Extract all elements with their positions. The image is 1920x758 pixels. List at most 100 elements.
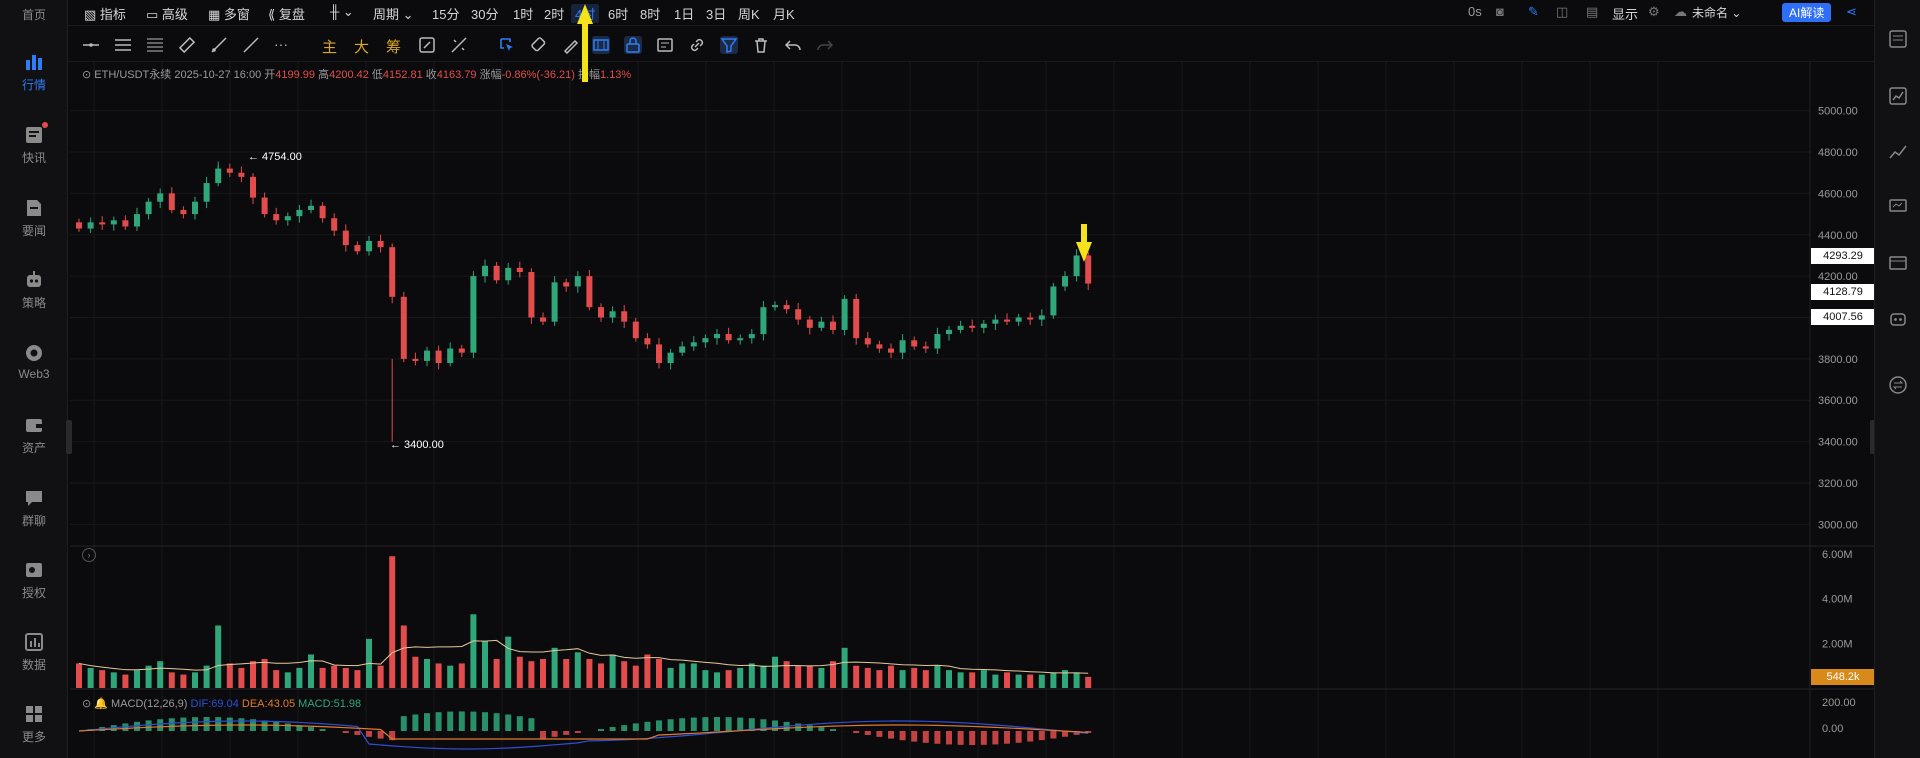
macd-histogram-bar (806, 725, 813, 731)
layout-icon[interactable]: ▤ (1586, 4, 1599, 19)
edit-icon[interactable]: ✎ (1528, 4, 1539, 19)
volume-axis-label: 4.00M (1822, 594, 1853, 606)
zoom-range-icon[interactable] (592, 36, 610, 54)
eraser-icon[interactable] (530, 36, 548, 54)
macd-histogram-bar (412, 714, 419, 731)
ruler-icon[interactable] (178, 36, 196, 54)
compare-icon[interactable] (418, 36, 436, 54)
interval-15m[interactable]: 15分 (432, 7, 460, 22)
macd-collapse-icon[interactable]: ⊙ (82, 698, 92, 710)
interval-1d[interactable]: 1日 (674, 7, 695, 22)
select-tool-icon[interactable] (498, 36, 516, 54)
chart-type-dropdown[interactable]: ╫ ⌄ (330, 4, 354, 19)
window-icon[interactable]: ◫ (1556, 4, 1569, 19)
candle-body (157, 193, 164, 202)
interval-8h[interactable]: 8时 (640, 7, 661, 22)
horizontal-line-icon[interactable] (82, 36, 100, 54)
layout-name-dropdown[interactable]: 未命名 ⌄ (1692, 6, 1742, 20)
candle-body (1004, 319, 1010, 322)
camera-icon[interactable]: ◙ (1496, 4, 1504, 19)
hide-drawings-icon[interactable] (656, 36, 674, 54)
sidebar-item-flash[interactable]: 快讯 (0, 122, 68, 166)
indicator-button[interactable]: ▧ 指标 (84, 7, 126, 22)
parallel-lines-icon[interactable] (114, 36, 132, 54)
interval-month[interactable]: 月K (773, 7, 795, 22)
interval-3d[interactable]: 3日 (706, 7, 727, 22)
interval-6h[interactable]: 6时 (608, 7, 629, 22)
lock-icon[interactable] (624, 36, 642, 54)
big-order-button[interactable]: 大 (354, 39, 370, 56)
sidebar-item-more[interactable]: 更多 (0, 704, 68, 745)
sidebar-item-data[interactable]: 数据 (0, 632, 68, 673)
list-icon[interactable] (1887, 28, 1909, 50)
card-icon[interactable] (1887, 252, 1909, 274)
volume-bar (273, 670, 280, 688)
sidebar-item-chat[interactable]: 群聊 (0, 488, 68, 529)
right-resize-handle[interactable] (1870, 420, 1876, 454)
sidebar-item-market[interactable]: 行情 (0, 52, 68, 93)
macd-histogram-bar (632, 723, 639, 731)
interval-2h[interactable]: 2时 (544, 7, 565, 22)
main-indicator-button[interactable]: 主 (322, 39, 338, 56)
highlight-arrow-down (1076, 224, 1092, 262)
macd-histogram-bar (737, 717, 744, 731)
interval-1h[interactable]: 1时 (513, 7, 534, 22)
collapse-icon[interactable]: ⊙ (82, 69, 92, 81)
sidebar-item-news[interactable]: 要闻 (0, 198, 68, 239)
redo-icon[interactable] (816, 36, 834, 54)
chip-distribution-button[interactable]: 筹 (386, 39, 402, 56)
cloud-icon[interactable]: ☁ (1674, 4, 1687, 19)
more-tools-icon[interactable]: ··· (274, 36, 288, 52)
undo-icon[interactable] (784, 36, 802, 54)
magnet-icon[interactable] (562, 36, 580, 54)
trash-icon[interactable] (752, 36, 770, 54)
macd-histogram-bar (505, 714, 512, 731)
fib-icon[interactable] (146, 36, 164, 54)
trend-line-icon[interactable] (210, 36, 228, 54)
advanced-button[interactable]: ▭ 高级 (146, 7, 188, 22)
price-axis-label: 3800.00 (1818, 354, 1858, 366)
macd-histogram-bar (934, 731, 941, 744)
sidebar-item-assets[interactable]: 资产 (0, 415, 68, 456)
candle-body (748, 334, 755, 339)
price-axis-label: 5000.00 (1818, 106, 1858, 118)
volume-pane-toggle[interactable]: › (82, 548, 96, 562)
sidebar-item-auth[interactable]: 授权 (0, 560, 68, 601)
volume-bar (424, 658, 430, 688)
sidebar-item-strategy[interactable]: 策略 (0, 270, 68, 311)
interval-week[interactable]: 周K (738, 7, 760, 22)
macd-histogram-bar (760, 719, 767, 731)
period-dropdown[interactable]: 周期 ⌄ (373, 7, 414, 22)
filter-icon[interactable] (720, 36, 738, 54)
bell-icon[interactable]: 🔔 (94, 698, 108, 710)
bot-icon[interactable] (1887, 308, 1909, 330)
sidebar-item-web3[interactable]: Web3 (0, 343, 68, 381)
ray-line-icon[interactable] (242, 36, 260, 54)
multiwindow-button[interactable]: ▦ 多窗 (208, 7, 250, 22)
candle-body (296, 209, 303, 217)
display-button[interactable]: 显示 (1612, 7, 1639, 22)
volume-bar (354, 670, 361, 688)
settings-icon[interactable]: ⚙ (1648, 4, 1660, 19)
volume-bar (435, 663, 442, 688)
volume-bar (563, 658, 570, 688)
trend-icon[interactable] (1887, 140, 1909, 162)
price-axis-label: 4600.00 (1818, 188, 1858, 200)
ai-interpret-button[interactable]: AI解读 (1782, 3, 1832, 22)
volume-bar (505, 636, 512, 688)
candle-body (424, 350, 430, 361)
interval-30m[interactable]: 30分 (471, 7, 499, 22)
macd-histogram-bar (714, 717, 720, 731)
link-icon[interactable] (688, 36, 706, 54)
left-resize-handle[interactable] (66, 420, 72, 454)
symbol-name: ETH/USDT永续 (94, 69, 172, 81)
chart-window-icon[interactable] (1887, 85, 1909, 107)
volume-bar (319, 667, 326, 688)
measure-icon[interactable] (450, 36, 468, 54)
share-icon[interactable]: ⋖ (1846, 4, 1857, 19)
monitor-icon[interactable] (1887, 196, 1909, 218)
sidebar-home[interactable]: 首页 (21, 8, 46, 22)
replay-button[interactable]: ⟪ 复盘 (268, 7, 305, 22)
swap-icon[interactable] (1887, 374, 1909, 396)
